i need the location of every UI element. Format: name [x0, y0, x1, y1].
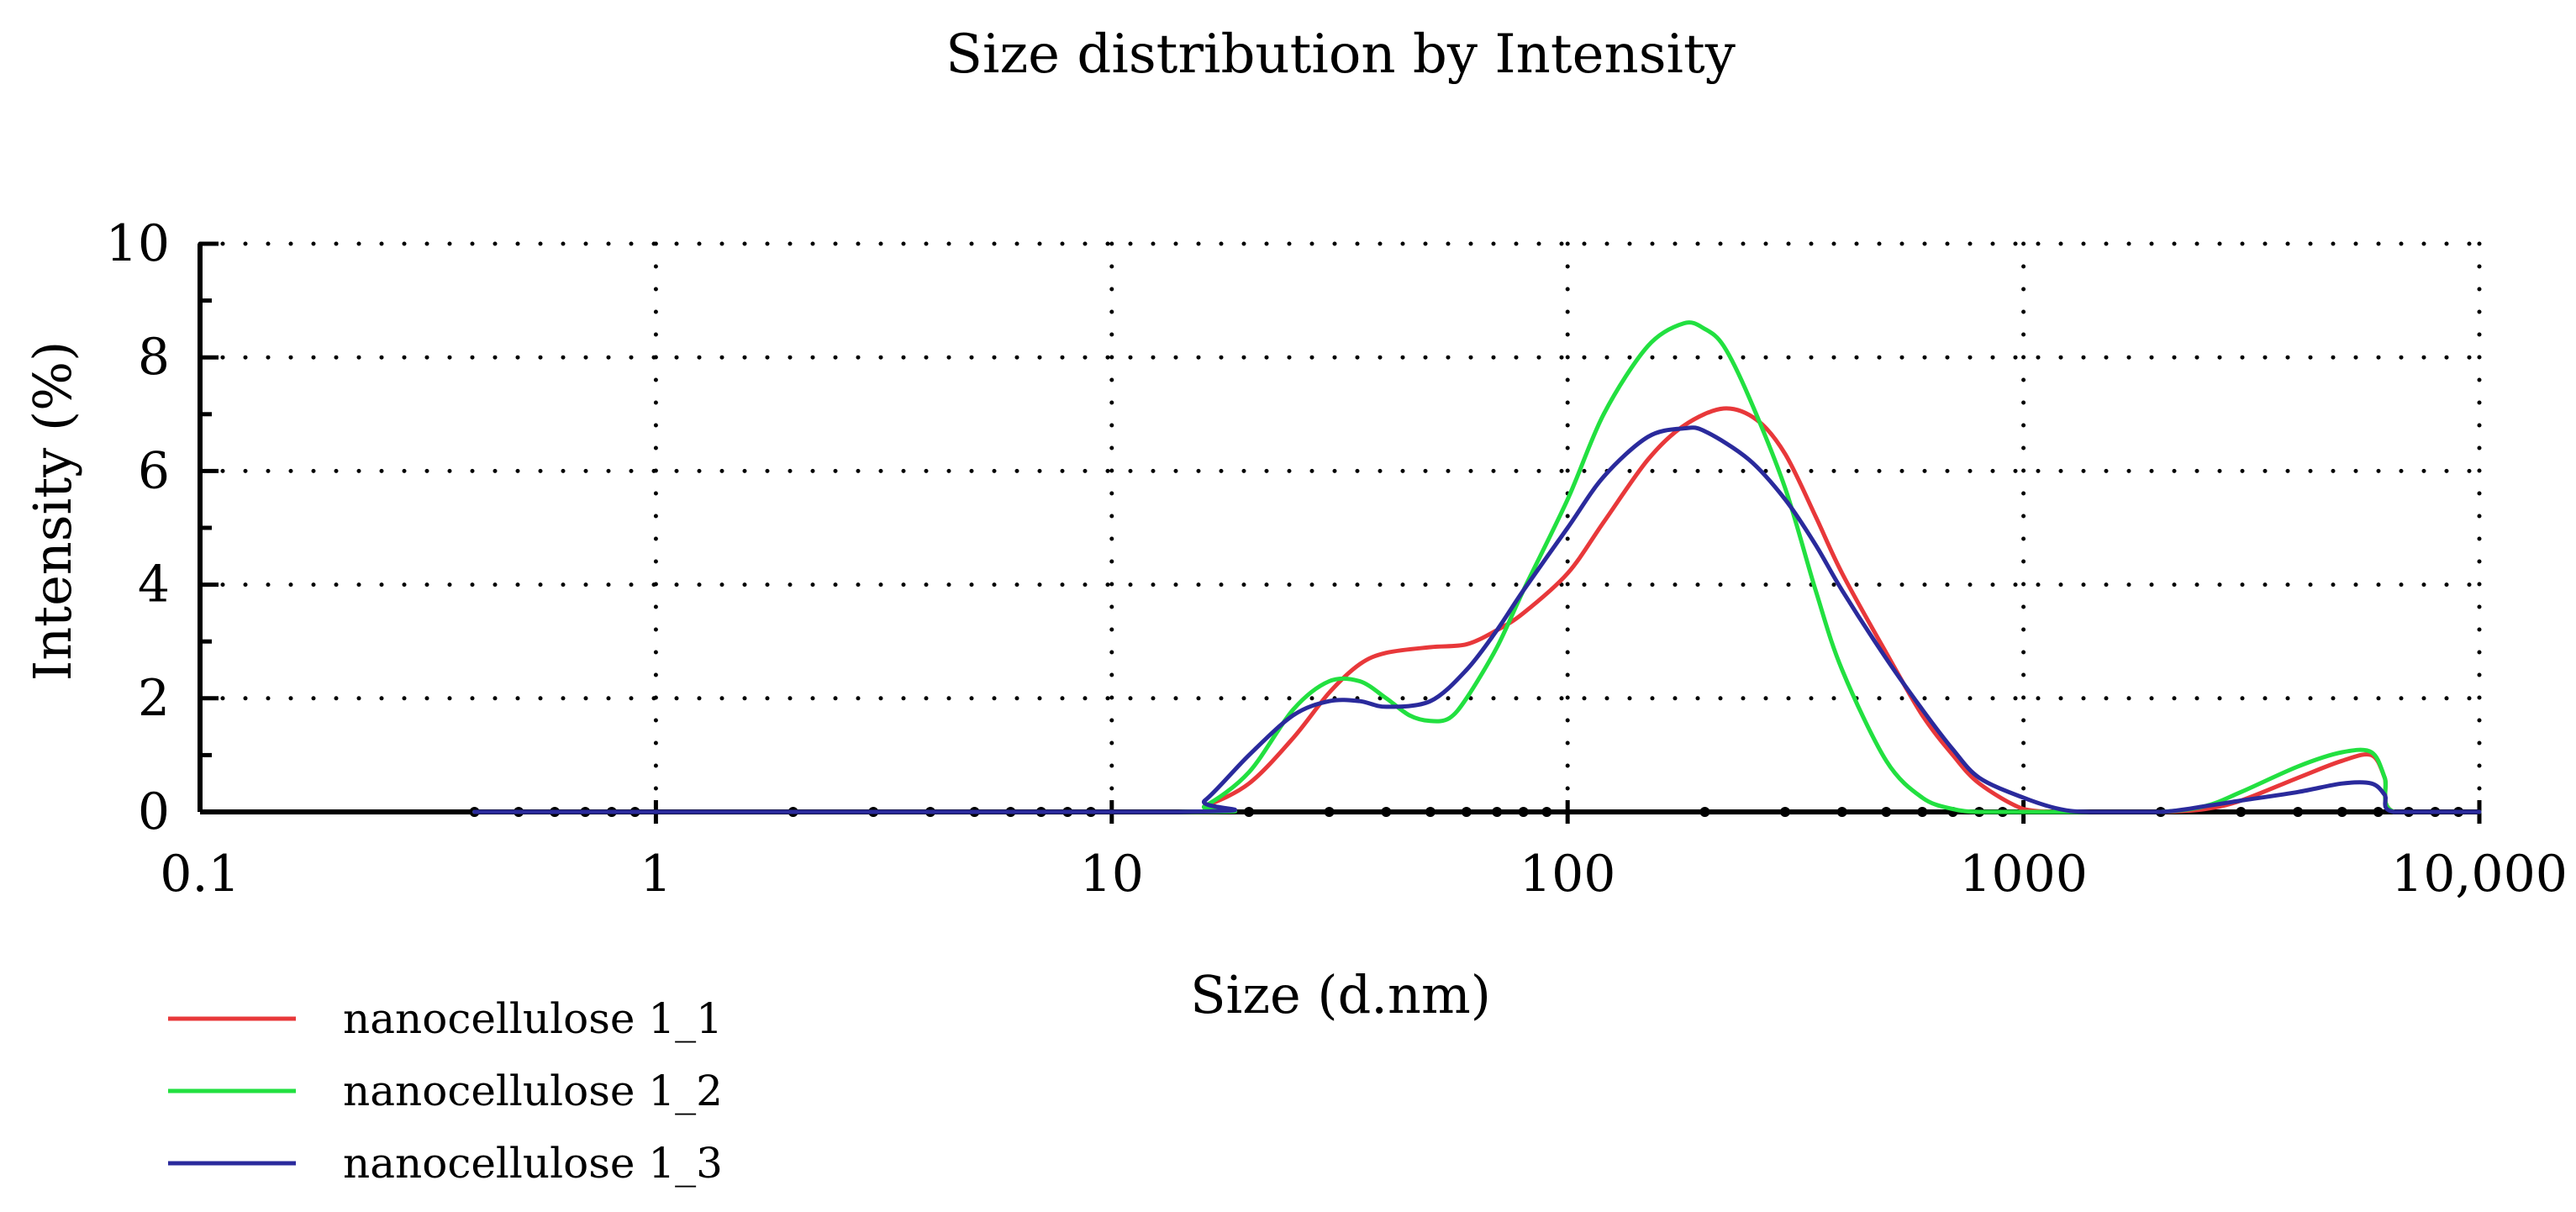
grid-layer [198, 241, 2482, 814]
y-tick-label-3: 6 [138, 441, 170, 500]
x-tick-label-0: 0.1 [160, 845, 240, 904]
series-line-3 [472, 425, 2482, 814]
y-tick-label-4: 8 [138, 328, 170, 387]
chart-title: Size distribution by Intensity [946, 24, 1736, 86]
x-tick-label-5: 10,000 [2391, 845, 2568, 904]
tick-label-layer: 0 2 4 6 8 10 0.1 1 10 100 1000 10,000 [106, 214, 2568, 904]
series-line-1 [472, 406, 2482, 814]
x-minor-tick [1244, 807, 1255, 817]
y-tick-label-0: 0 [138, 783, 170, 841]
x-minor-tick [2293, 807, 2304, 817]
x-minor-tick [1425, 807, 1436, 817]
legend-label-2: nanocellulose 1_2 [343, 1067, 723, 1115]
x-tick-label-1: 1 [640, 845, 672, 904]
x-minor-tick [2373, 807, 2384, 817]
x-tick-label-4: 1000 [1959, 845, 2088, 904]
x-minor-tick [2336, 807, 2347, 817]
legend-label-3: nanocellulose 1_3 [343, 1139, 723, 1188]
x-minor-tick [1917, 807, 1928, 817]
axes-layer [198, 241, 2482, 824]
x-axis-label: Size (d.nm) [1190, 964, 1491, 1025]
x-minor-tick [1541, 807, 1552, 817]
x-minor-tick [1699, 807, 1710, 817]
x-minor-tick [1324, 807, 1335, 817]
x-minor-tick [1461, 807, 1472, 817]
x-minor-tick [1836, 807, 1847, 817]
x-minor-tick [1881, 807, 1892, 817]
y-tick-label-1: 2 [138, 669, 170, 728]
x-minor-tick [1381, 807, 1392, 817]
x-minor-tick [1492, 807, 1503, 817]
x-tick-label-3: 100 [1520, 845, 1616, 904]
x-tick-label-2: 10 [1080, 845, 1144, 904]
legend-label-1: nanocellulose 1_1 [343, 994, 723, 1043]
series-layer [472, 320, 2482, 814]
y-tick-label-2: 4 [138, 556, 170, 614]
x-minor-tick [1518, 807, 1529, 817]
y-axis-label: Intensity (%) [22, 341, 83, 682]
x-minor-tick [2236, 807, 2247, 817]
legend: nanocellulose 1_1 nanocellulose 1_2nanoce… [168, 994, 723, 1188]
x-minor-tick [1779, 807, 1790, 817]
series-line-2 [472, 320, 2482, 814]
y-tick-label-5: 10 [106, 214, 170, 273]
